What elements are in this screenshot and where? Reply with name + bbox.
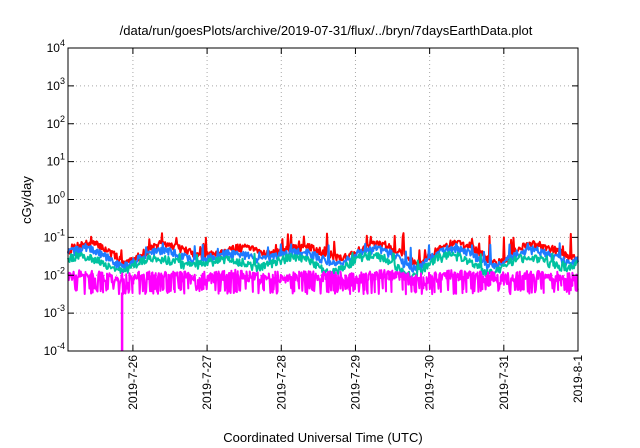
x-tick-label: 2019-7-31 xyxy=(497,355,511,410)
grid xyxy=(68,48,578,351)
y-tick-label: 103 xyxy=(47,76,65,93)
series-line xyxy=(67,242,579,274)
x-axis: 2019-7-26 2019-7-27 2019-7-28 2019-7-29 2019… xyxy=(126,48,585,410)
y-axis-label: cGy/day xyxy=(19,176,34,224)
y-tick-label: 101 xyxy=(47,152,65,169)
y-axis: 10-4 10-3 10-2 10-1 100 101 102 103 104 xyxy=(44,38,578,358)
x-axis-label: Coordinated Universal Time (UTC) xyxy=(223,430,422,445)
x-tick-label: 2019-7-26 xyxy=(126,355,140,410)
y-tick-label: 10-2 xyxy=(44,265,65,282)
x-tick-label: 2019-7-28 xyxy=(274,355,288,410)
chart-title: /data/run/goesPlots/archive/2019-07-31/f… xyxy=(120,23,533,38)
x-tick-label: 2019-8-1 xyxy=(571,355,585,403)
x-tick-label: 2019-7-27 xyxy=(200,355,214,410)
series-layer xyxy=(67,232,579,351)
y-tick-label: 104 xyxy=(47,38,65,55)
x-tick-label: 2019-7-30 xyxy=(423,355,437,410)
y-tick-label: 102 xyxy=(47,114,65,131)
y-tick-label: 100 xyxy=(47,190,65,207)
y-tick-label: 10-4 xyxy=(44,341,65,358)
series-line xyxy=(67,268,579,296)
y-tick-label: 10-1 xyxy=(44,227,65,244)
x-tick-label: 2019-7-29 xyxy=(348,355,362,410)
y-tick-label: 10-3 xyxy=(44,303,65,320)
